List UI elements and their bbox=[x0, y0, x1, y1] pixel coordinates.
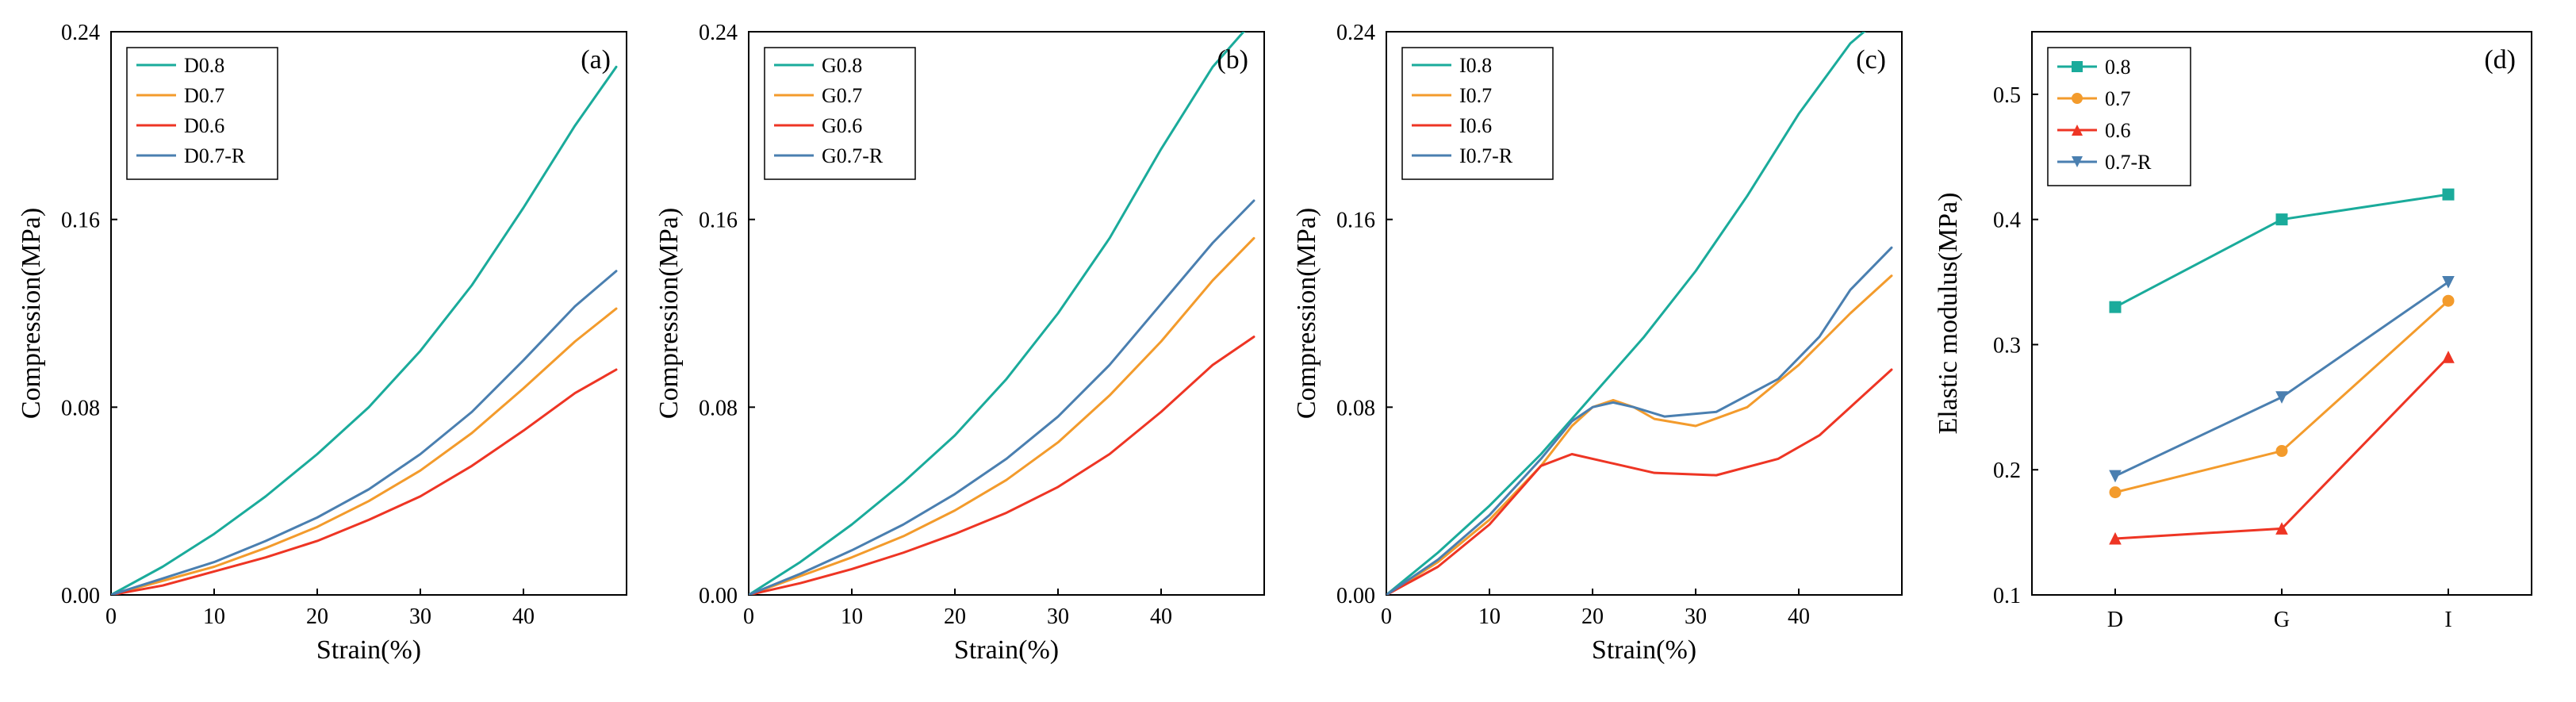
svg-text:0.4: 0.4 bbox=[1993, 209, 2021, 233]
svg-text:I: I bbox=[2444, 608, 2451, 632]
svg-text:0.24: 0.24 bbox=[699, 21, 738, 45]
svg-text:I0.6: I0.6 bbox=[1459, 114, 1492, 137]
svg-text:0: 0 bbox=[105, 604, 117, 629]
panel-a: 0 10 20 30 40 0.00 0.08 0.16 0.24 Strain(%) Compre… bbox=[8, 8, 642, 694]
svg-text:I0.7: I0.7 bbox=[1459, 84, 1492, 107]
svg-text:Strain(%): Strain(%) bbox=[954, 635, 1059, 665]
svg-text:(d): (d) bbox=[2484, 45, 2516, 75]
svg-text:(b): (b) bbox=[1217, 45, 1248, 75]
svg-text:0.08: 0.08 bbox=[61, 396, 100, 420]
svg-text:40: 40 bbox=[1788, 604, 1810, 629]
svg-text:20: 20 bbox=[306, 604, 328, 629]
svg-text:D: D bbox=[2107, 608, 2123, 632]
svg-text:0.1: 0.1 bbox=[1993, 584, 2021, 608]
svg-text:30: 30 bbox=[1047, 604, 1069, 629]
svg-text:0.16: 0.16 bbox=[699, 209, 738, 233]
svg-text:0.16: 0.16 bbox=[1336, 209, 1375, 233]
svg-text:0.16: 0.16 bbox=[61, 209, 100, 233]
svg-text:0.00: 0.00 bbox=[699, 584, 738, 608]
svg-text:G0.8: G0.8 bbox=[822, 54, 862, 77]
svg-text:20: 20 bbox=[1581, 604, 1604, 629]
svg-text:0: 0 bbox=[1381, 604, 1392, 629]
svg-text:30: 30 bbox=[409, 604, 431, 629]
svg-text:D0.7: D0.7 bbox=[184, 84, 224, 107]
svg-text:0.6: 0.6 bbox=[2105, 119, 2131, 142]
svg-text:G0.7-R: G0.7-R bbox=[822, 144, 884, 167]
svg-text:G0.6: G0.6 bbox=[822, 114, 862, 137]
svg-text:Compression(MPa): Compression(MPa) bbox=[654, 208, 684, 419]
svg-text:0.24: 0.24 bbox=[1336, 21, 1375, 45]
svg-text:Compression(MPa): Compression(MPa) bbox=[17, 208, 46, 419]
svg-text:0.5: 0.5 bbox=[1993, 83, 2021, 108]
svg-text:Elastic modulus(MPa): Elastic modulus(MPa) bbox=[1934, 192, 1963, 434]
svg-text:0.7: 0.7 bbox=[2105, 87, 2131, 110]
svg-text:0: 0 bbox=[743, 604, 754, 629]
svg-text:D0.7-R: D0.7-R bbox=[184, 144, 246, 167]
svg-text:20: 20 bbox=[944, 604, 966, 629]
svg-text:0.08: 0.08 bbox=[1336, 396, 1375, 420]
svg-text:D0.8: D0.8 bbox=[184, 54, 224, 77]
svg-text:10: 10 bbox=[1478, 604, 1501, 629]
svg-text:0.00: 0.00 bbox=[61, 584, 100, 608]
svg-text:0.00: 0.00 bbox=[1336, 584, 1375, 608]
svg-text:I0.7-R: I0.7-R bbox=[1459, 144, 1513, 167]
svg-text:30: 30 bbox=[1685, 604, 1707, 629]
svg-text:(c): (c) bbox=[1856, 45, 1886, 75]
svg-text:D0.6: D0.6 bbox=[184, 114, 224, 137]
svg-text:40: 40 bbox=[512, 604, 535, 629]
svg-text:40: 40 bbox=[1150, 604, 1172, 629]
svg-text:0.3: 0.3 bbox=[1993, 333, 2021, 358]
svg-text:G0.7: G0.7 bbox=[822, 84, 862, 107]
svg-text:0.2: 0.2 bbox=[1993, 458, 2021, 483]
svg-text:10: 10 bbox=[203, 604, 225, 629]
svg-text:(a): (a) bbox=[581, 45, 611, 75]
svg-text:Strain(%): Strain(%) bbox=[1592, 635, 1696, 665]
svg-text:Compression(MPa): Compression(MPa) bbox=[1292, 208, 1321, 419]
figure-row: 0 10 20 30 40 0.00 0.08 0.16 0.24 Strain(%) Compre… bbox=[8, 8, 2568, 694]
panel-d: D G I 0.1 0.2 0.3 0.4 0.5 Elastic modulus(MPa) 0.… bbox=[1921, 8, 2555, 694]
svg-text:0.7-R: 0.7-R bbox=[2105, 151, 2152, 174]
panel-b: 0 10 20 30 40 0.00 0.08 0.16 0.24 Strain(%) Compre… bbox=[646, 8, 1280, 694]
svg-text:0.08: 0.08 bbox=[699, 396, 738, 420]
svg-text:0.24: 0.24 bbox=[61, 21, 100, 45]
svg-text:0.8: 0.8 bbox=[2105, 56, 2131, 79]
svg-text:G: G bbox=[2274, 608, 2290, 632]
svg-text:Strain(%): Strain(%) bbox=[316, 635, 421, 665]
svg-text:10: 10 bbox=[841, 604, 863, 629]
panel-c: 0 10 20 30 40 0.00 0.08 0.16 0.24 Strain(%) Compre… bbox=[1283, 8, 1918, 694]
svg-text:I0.8: I0.8 bbox=[1459, 54, 1492, 77]
